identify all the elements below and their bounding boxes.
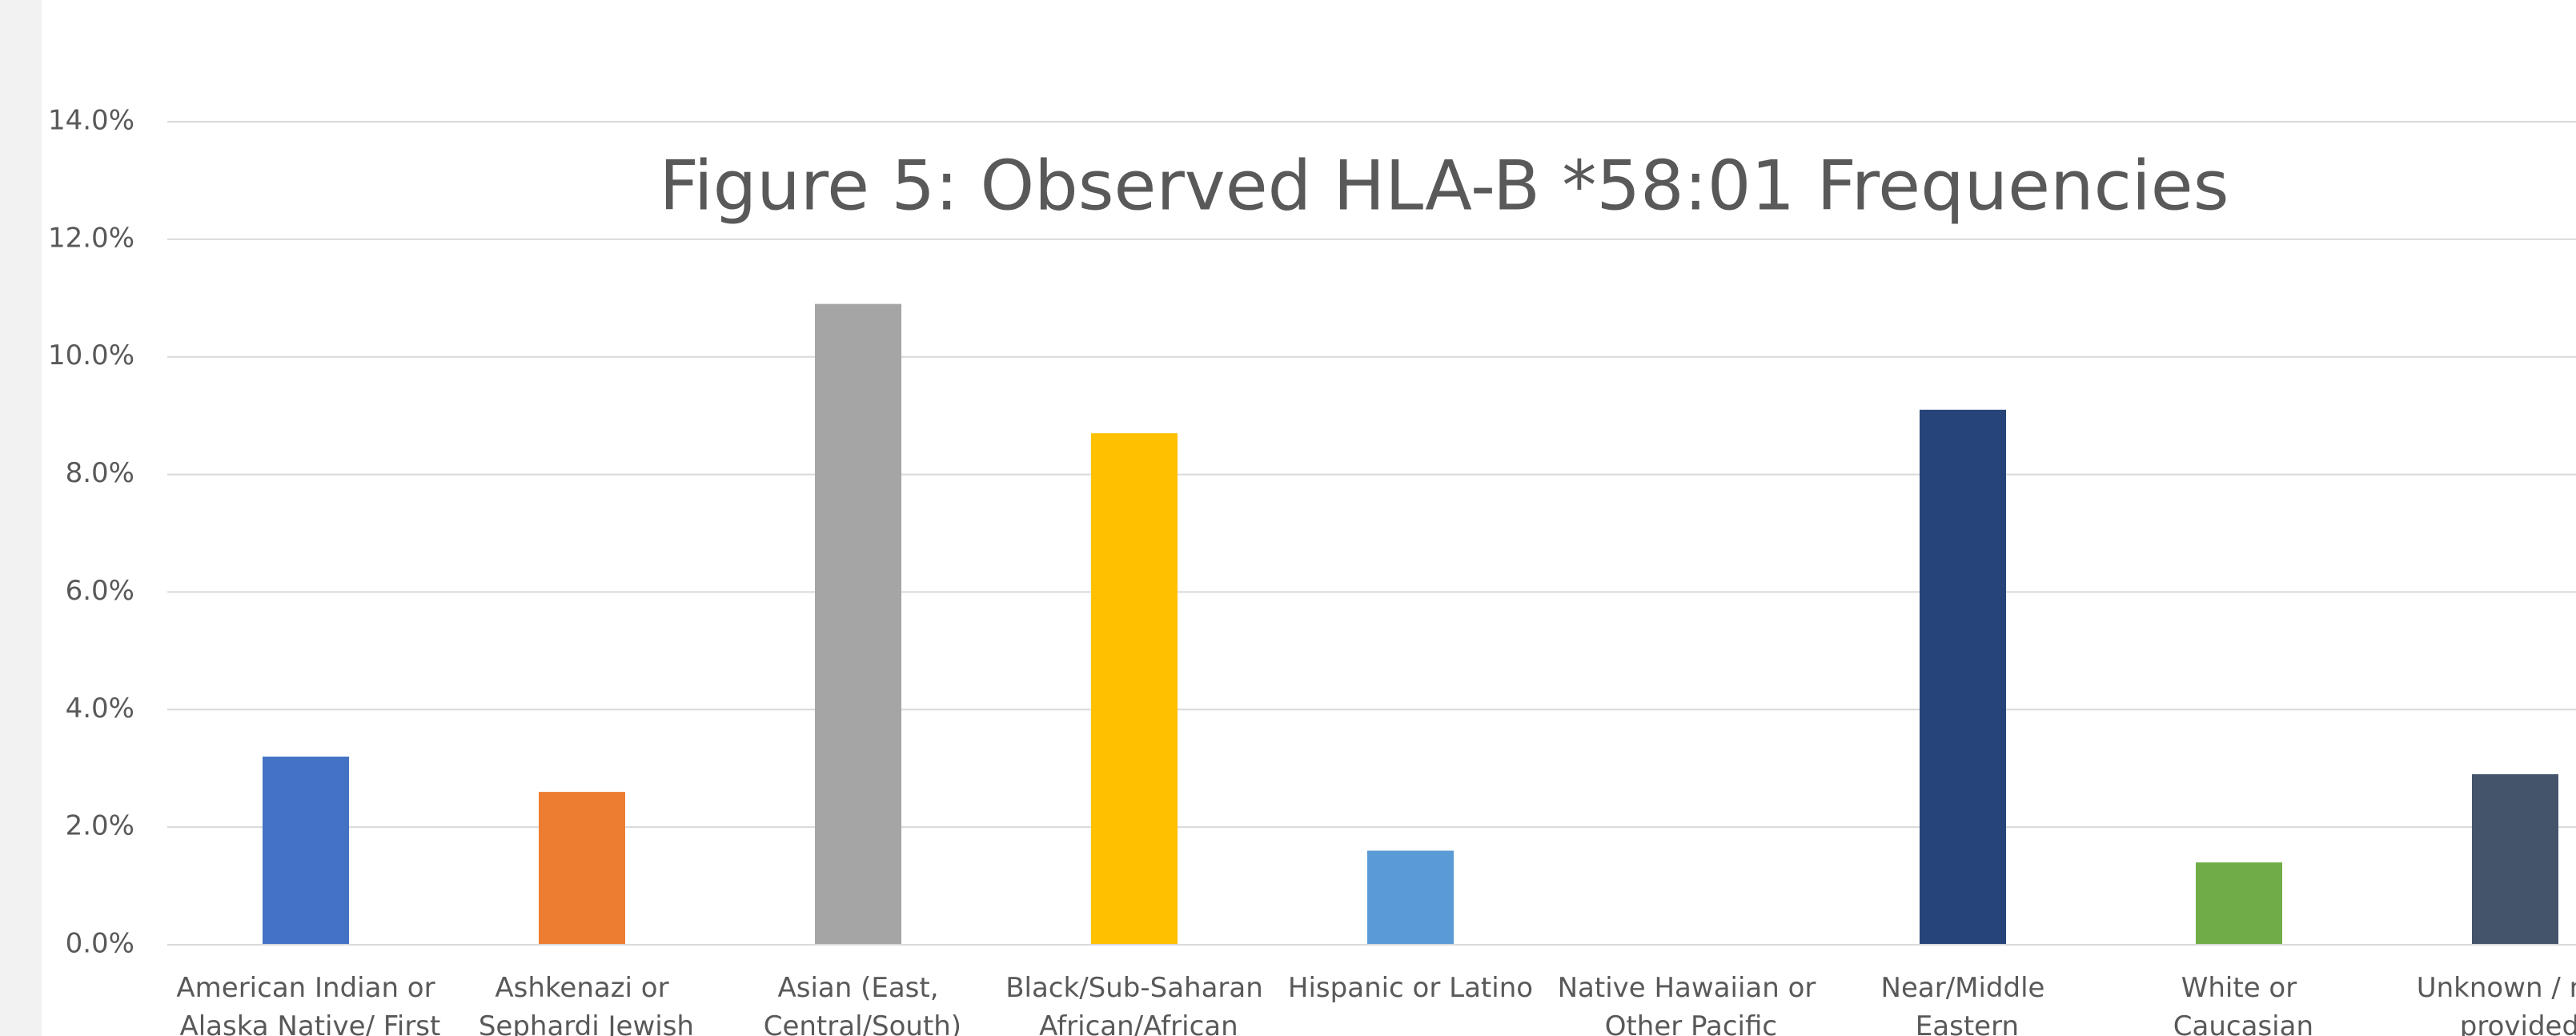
x-tick-label: Ashkenazi or Sephardi Jewish (470, 972, 694, 1036)
x-tick-label-line: Central/South) (755, 1010, 961, 1036)
bar (2472, 774, 2558, 945)
bar (1920, 409, 2006, 945)
x-tick-label-line: Unknown / not (2417, 972, 2576, 1004)
x-tick-label: Near/Middle Eastern (1881, 972, 2045, 1036)
x-tick-label-line: White or (2181, 972, 2297, 1004)
x-tick-label-line: Ashkenazi or (495, 972, 668, 1004)
y-tick-label: 6.0% (66, 575, 134, 607)
chart-title: Figure 5: Observed HLA-B *58:01 Frequenc… (660, 146, 2229, 226)
bar (263, 757, 349, 945)
x-tick-label: American Indian or Alaska Native/ First (171, 972, 441, 1036)
x-tick-label-line: provided (2451, 1010, 2576, 1036)
x-tick-label: Asian (East, Central/South) (755, 972, 961, 1036)
x-tick-label-line: Native Hawaiian or (1558, 972, 1816, 1004)
x-tick-label-line: Black/Sub-Saharan (1005, 972, 1263, 1004)
x-tick-label: Black/Sub-Saharan African/African (1005, 972, 1263, 1036)
x-tick-label: Native Hawaiian or Other Pacific (1558, 972, 1816, 1036)
x-tick-label: White or Caucasian (2165, 972, 2313, 1036)
y-tick-label: 10.0% (48, 339, 134, 371)
side-strip (0, 0, 42, 1036)
y-tick-label: 0.0% (66, 928, 134, 960)
bar (539, 792, 625, 945)
x-tick-label: Hispanic or Latino (1288, 972, 1533, 1004)
x-tick-label-line: Near/Middle (1881, 972, 2045, 1004)
x-tick-label-line: African/African (1030, 1010, 1238, 1036)
x-tick-label-line: Asian (East, (777, 972, 938, 1004)
y-tick-label: 12.0% (48, 222, 134, 254)
y-tick-label: 2.0% (66, 810, 134, 842)
x-tick-label-line: Caucasian (2165, 1010, 2313, 1036)
y-tick-label: 8.0% (66, 457, 134, 489)
x-tick-label-line: Alaska Native/ First (171, 1010, 441, 1036)
x-tick-label-line: Sephardi Jewish (470, 1010, 694, 1036)
x-tick-label: Unknown / not provided (2417, 972, 2576, 1036)
x-tick-label-line: American Indian or (176, 972, 435, 1004)
y-tick-label: 14.0% (48, 105, 134, 137)
bar (815, 303, 901, 946)
bar (1367, 850, 1454, 945)
bar (2196, 862, 2282, 945)
x-tick-label-line: Hispanic or Latino (1288, 972, 1533, 1004)
x-tick-label-line: Other Pacific (1596, 1010, 1777, 1036)
bar (1091, 433, 1178, 945)
x-tick-label-line: Eastern (1907, 1010, 2019, 1036)
y-tick-label: 4.0% (66, 693, 134, 725)
